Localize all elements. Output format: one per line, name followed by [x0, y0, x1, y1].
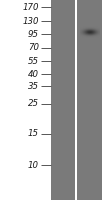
Text: 55: 55: [28, 56, 39, 66]
Text: 130: 130: [22, 17, 39, 25]
Bar: [77, 0, 102, 200]
Text: 170: 170: [22, 2, 39, 11]
Text: 15: 15: [28, 130, 39, 138]
Bar: [51, 0, 75, 200]
Text: 70: 70: [28, 43, 39, 52]
Bar: [75, 0, 77, 200]
Text: 25: 25: [28, 99, 39, 108]
Text: 10: 10: [28, 160, 39, 170]
Text: 40: 40: [28, 70, 39, 79]
Text: 95: 95: [28, 30, 39, 39]
Text: 35: 35: [28, 82, 39, 90]
